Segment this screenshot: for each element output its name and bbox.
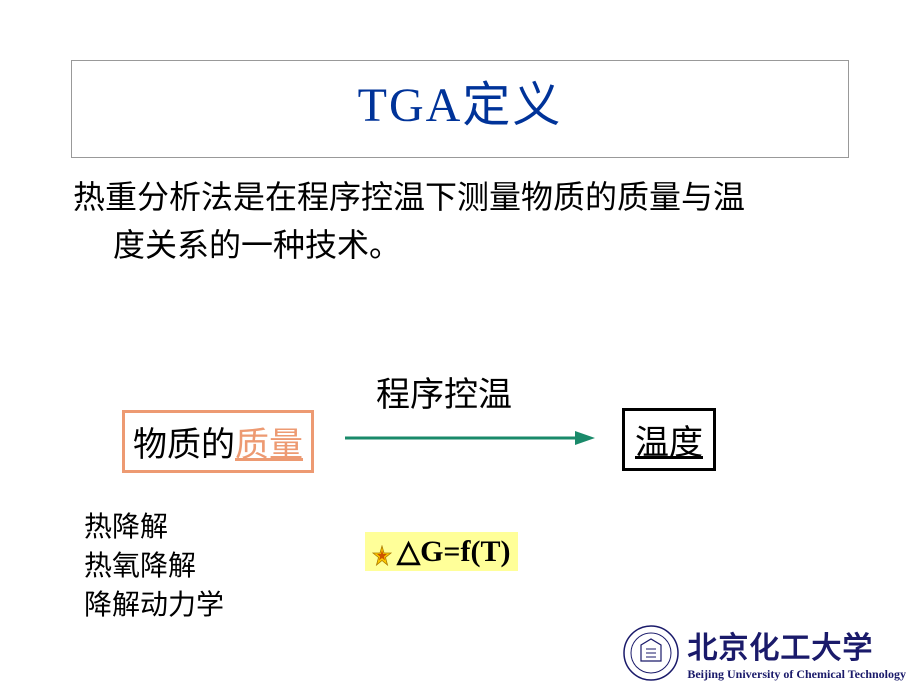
arrow-icon [345, 428, 595, 448]
formula-box: △G=f(T) [365, 532, 518, 571]
logo-en-text: Beijing University of Chemical Technolog… [687, 667, 906, 682]
temperature-box: 温度 [622, 408, 716, 471]
mass-prefix: 物质的 [133, 427, 235, 464]
mass-highlight: 质量 [235, 427, 303, 464]
formula-text: △G=f(T) [397, 534, 510, 569]
definition-text: 热重分析法是在程序控温下测量物质的质量与温 度关系的一种技术。 [73, 173, 863, 269]
logo-cn-text: 北京化工大学 [687, 623, 873, 667]
star-icon [371, 541, 393, 563]
logo-text: 北京化工大学 Beijing University of Chemical Te… [687, 623, 906, 682]
title-box: TGA定义 [71, 60, 849, 158]
mass-box: 物质的质量 [122, 410, 314, 473]
university-logo: 北京化工大学 Beijing University of Chemical Te… [623, 623, 906, 682]
topic-list: 热降解 热氧降解 降解动力学 [84, 508, 224, 626]
slide-title: TGA定义 [358, 65, 563, 135]
list-item: 热氧降解 [84, 547, 224, 586]
logo-seal-icon [623, 625, 679, 681]
definition-line-1: 热重分析法是在程序控温下测量物质的质量与温 [73, 173, 863, 221]
list-item: 热降解 [84, 508, 224, 547]
arrow-label: 程序控温 [376, 367, 512, 416]
definition-line-2: 度关系的一种技术。 [73, 221, 863, 269]
list-item: 降解动力学 [84, 586, 224, 625]
temperature-text: 温度 [635, 425, 703, 462]
